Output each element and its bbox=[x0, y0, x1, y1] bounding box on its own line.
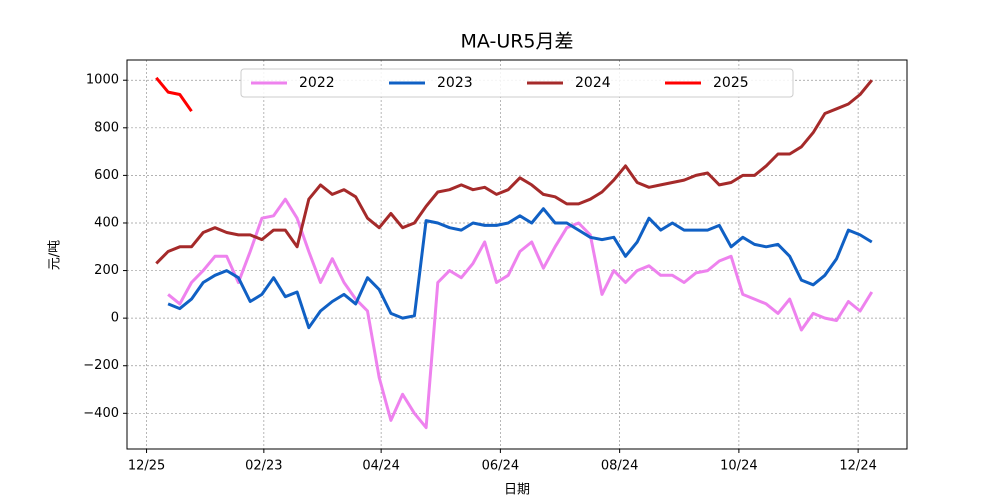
x-tick-label: 06/24 bbox=[482, 459, 519, 474]
legend-frame bbox=[240, 68, 794, 98]
chart-title: MA-UR5月差 bbox=[460, 31, 573, 53]
y-axis-label: 元/吨 bbox=[48, 240, 63, 270]
x-tick-label: 10/24 bbox=[720, 459, 757, 474]
legend: 2022 2023 2024 2025 bbox=[240, 68, 794, 98]
legend-label: 2024 bbox=[575, 75, 611, 91]
y-tick-label: −400 bbox=[83, 406, 119, 421]
x-tick-label: 08/24 bbox=[601, 459, 638, 474]
y-tick-label: 800 bbox=[94, 120, 119, 135]
x-tick-label: 02/23 bbox=[245, 459, 282, 474]
legend-label: 2023 bbox=[437, 75, 473, 91]
series-line bbox=[155, 76, 193, 113]
y-tick-label: 200 bbox=[94, 263, 119, 278]
x-tick-label: 12/25 bbox=[128, 459, 165, 474]
legend-label: 2022 bbox=[299, 75, 335, 91]
x-tick-label: 04/24 bbox=[362, 459, 399, 474]
plot-frame bbox=[126, 59, 908, 450]
legend-label: 2025 bbox=[713, 75, 749, 91]
series-line bbox=[155, 79, 873, 265]
y-tick-label: 1000 bbox=[86, 73, 119, 88]
series-line bbox=[167, 197, 874, 430]
y-tick-label: 400 bbox=[94, 215, 119, 230]
x-tick-label: 12/24 bbox=[839, 459, 876, 474]
y-tick-label: 0 bbox=[111, 311, 119, 326]
x-axis-label: 日期 bbox=[504, 483, 530, 498]
y-tick-label: 600 bbox=[94, 168, 119, 183]
series-line bbox=[167, 207, 873, 330]
y-tick-label: −200 bbox=[83, 358, 119, 373]
